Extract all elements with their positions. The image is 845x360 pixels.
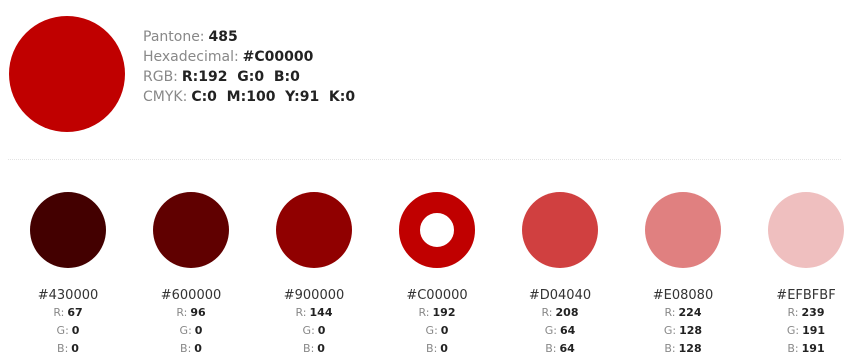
shade-hex: #D04040 — [528, 288, 592, 303]
green-label: G: — [544, 324, 557, 337]
shade-swatch — [276, 192, 352, 268]
color-info: Pantone: 485 Hexadecimal: #C00000 RGB: R:19… — [143, 27, 355, 107]
shade-red: R: 67 — [13, 304, 123, 322]
pantone-line: Pantone: 485 — [143, 27, 355, 47]
blue-label: B: — [426, 342, 438, 355]
shade-blue: B: 0 — [382, 340, 492, 358]
shade-red: R: 192 — [382, 304, 492, 322]
shade-card[interactable]: #600000 R: 96 G: 0 B: 0 — [136, 192, 246, 358]
red-label: R: — [53, 306, 65, 319]
shade-blue: B: 191 — [751, 340, 845, 358]
shade-card[interactable]: #EFBFBF R: 239 G: 191 B: 191 — [751, 192, 845, 358]
shade-green: G: 0 — [259, 322, 369, 340]
red-value: 208 — [555, 306, 579, 319]
section-divider — [8, 159, 841, 160]
shade-blue: B: 64 — [505, 340, 615, 358]
blue-value: 0 — [194, 342, 202, 355]
green-value: 0 — [71, 324, 80, 337]
hex-value: #C00000 — [242, 49, 314, 65]
main-color-swatch — [9, 16, 125, 132]
red-value: 239 — [801, 306, 825, 319]
pantone-label: Pantone: — [143, 29, 205, 45]
shade-red: R: 224 — [628, 304, 738, 322]
blue-value: 191 — [801, 342, 825, 355]
shade-swatch — [768, 192, 844, 268]
shade-blue: B: 0 — [13, 340, 123, 358]
shade-blue: B: 0 — [136, 340, 246, 358]
shade-card[interactable]: #E08080 R: 224 G: 128 B: 128 — [628, 192, 738, 358]
shade-card[interactable]: #430000 R: 67 G: 0 B: 0 — [13, 192, 123, 358]
shade-hex: #E08080 — [652, 288, 714, 303]
green-label: G: — [663, 324, 677, 337]
blue-label: B: — [57, 342, 69, 355]
green-label: G: — [302, 324, 315, 337]
shade-green: G: 0 — [136, 322, 246, 340]
cmyk-label: CMYK: — [143, 89, 188, 105]
blue-value: 0 — [317, 342, 325, 355]
red-label: R: — [418, 306, 430, 319]
shade-green: G: 0 — [13, 322, 123, 340]
shade-green: G: 0 — [382, 322, 492, 340]
shade-swatch — [522, 192, 598, 268]
green-label: G: — [425, 324, 438, 337]
blue-label: B: — [545, 342, 557, 355]
blue-value: 0 — [440, 342, 448, 355]
green-value: 0 — [317, 324, 326, 337]
green-value: 0 — [194, 324, 203, 337]
red-label: R: — [541, 306, 553, 319]
shade-swatch — [30, 192, 106, 268]
red-label: R: — [295, 306, 307, 319]
shade-card[interactable]: #D04040 R: 208 G: 64 B: 64 — [505, 192, 615, 358]
shade-blue: B: 128 — [628, 340, 738, 358]
blue-label: B: — [303, 342, 315, 355]
shade-green: G: 128 — [628, 322, 738, 340]
green-value: 191 — [802, 324, 826, 337]
red-value: 192 — [432, 306, 456, 319]
shade-hex: #600000 — [160, 288, 222, 303]
cmyk-value: C:0 M:100 Y:91 K:0 — [191, 89, 356, 105]
shade-red: R: 239 — [751, 304, 845, 322]
blue-label: B: — [664, 342, 676, 355]
blue-label: B: — [787, 342, 799, 355]
shade-red: R: 144 — [259, 304, 369, 322]
rgb-value: R:192 G:0 B:0 — [181, 69, 300, 85]
blue-value: 128 — [678, 342, 702, 355]
current-shade-swatch — [399, 192, 475, 268]
shade-red: R: 208 — [505, 304, 615, 322]
cmyk-line: CMYK: C:0 M:100 Y:91 K:0 — [143, 87, 355, 107]
green-label: G: — [179, 324, 192, 337]
green-value: 0 — [440, 324, 449, 337]
red-value: 224 — [678, 306, 702, 319]
red-label: R: — [176, 306, 188, 319]
shade-card[interactable]: #900000 R: 144 G: 0 B: 0 — [259, 192, 369, 358]
hex-label: Hexadecimal: — [143, 49, 239, 65]
blue-label: B: — [180, 342, 192, 355]
shade-hex: #430000 — [37, 288, 99, 303]
red-value: 67 — [67, 306, 83, 319]
red-label: R: — [787, 306, 799, 319]
shade-hex: #EFBFBF — [776, 288, 836, 303]
green-value: 128 — [679, 324, 703, 337]
shade-swatch — [153, 192, 229, 268]
shade-green: G: 64 — [505, 322, 615, 340]
shade-hex: #C00000 — [406, 288, 468, 303]
hex-line: Hexadecimal: #C00000 — [143, 47, 355, 67]
shade-swatch — [645, 192, 721, 268]
red-value: 144 — [309, 306, 333, 319]
shade-hex: #900000 — [283, 288, 345, 303]
shade-red: R: 96 — [136, 304, 246, 322]
shade-blue: B: 0 — [259, 340, 369, 358]
rgb-label: RGB: — [143, 69, 178, 85]
blue-value: 0 — [71, 342, 79, 355]
green-value: 64 — [559, 324, 576, 337]
rgb-line: RGB: R:192 G:0 B:0 — [143, 67, 355, 87]
shade-green: G: 191 — [751, 322, 845, 340]
shade-card-current[interactable]: #C00000 R: 192 G: 0 B: 0 — [382, 192, 492, 358]
green-label: G: — [56, 324, 69, 337]
red-label: R: — [664, 306, 676, 319]
red-value: 96 — [190, 306, 206, 319]
blue-value: 64 — [559, 342, 575, 355]
green-label: G: — [786, 324, 800, 337]
pantone-value: 485 — [208, 29, 238, 45]
